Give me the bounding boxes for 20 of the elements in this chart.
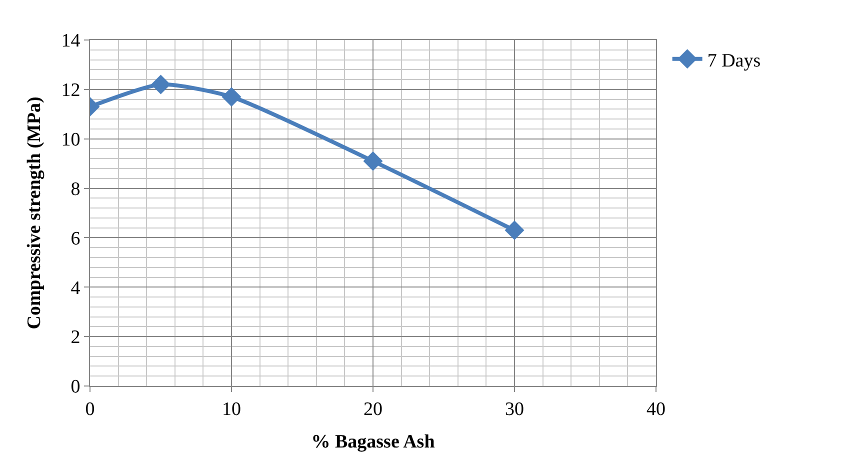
x-tick-label: 0 — [85, 398, 95, 420]
y-tick-label: 12 — [61, 80, 80, 102]
y-axis-title: Compressive strength (MPa) — [24, 96, 46, 330]
point — [504, 220, 524, 240]
x-axis-title: % Bagasse Ash — [311, 432, 436, 453]
x-tick-label: 40 — [646, 398, 666, 420]
y-tick-label: 6 — [70, 228, 80, 250]
y-tick-label: 10 — [61, 130, 80, 151]
x-tick-label: 20 — [364, 398, 382, 420]
point — [363, 151, 383, 171]
y-tick-label: 4 — [70, 278, 81, 299]
x-tick-label: 10 — [222, 398, 241, 420]
point — [151, 74, 170, 94]
y-tick-label: 0 — [70, 376, 80, 398]
legend-label: 7 Days — [707, 50, 761, 72]
y-tick-label: 2 — [70, 327, 80, 348]
x-tick-label: 30 — [505, 398, 524, 420]
point — [222, 87, 242, 107]
y-tick-label: 14 — [61, 30, 81, 52]
y-tick-label: 8 — [70, 178, 80, 200]
